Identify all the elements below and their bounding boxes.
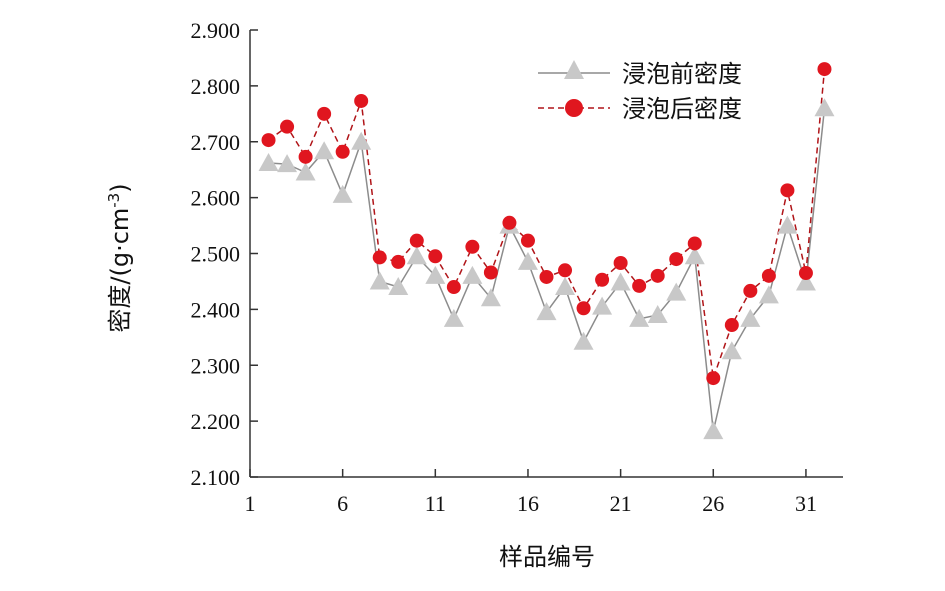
data-point-triangle [684, 246, 705, 265]
data-point-circle [409, 233, 424, 248]
data-point-circle [743, 283, 758, 298]
data-point-circle [558, 263, 573, 278]
data-point-triangle [610, 272, 631, 291]
y-tick-label: 2.500 [191, 242, 241, 267]
x-tick-label: 16 [517, 491, 539, 516]
legend-item-before: 浸泡前密度 [538, 60, 742, 88]
data-point-circle [576, 301, 591, 316]
y-tick-label: 2.200 [191, 409, 241, 434]
y-ticks: 2.100 2.200 2.300 2.400 2.500 2.600 2.700 2.800… [191, 18, 258, 490]
data-point-triangle [462, 265, 483, 284]
data-point-triangle [814, 98, 835, 117]
y-axis-label-superscript: -3 [105, 193, 123, 208]
data-point-circle [465, 239, 480, 254]
data-point-triangle [388, 277, 409, 296]
data-point-circle [502, 215, 517, 230]
y-axis-label-close: ) [106, 183, 134, 192]
data-point-circle [761, 268, 776, 283]
x-tick-label: 11 [425, 491, 446, 516]
axes [249, 30, 843, 478]
y-tick-label: 2.900 [191, 18, 241, 43]
y-axis-label-main: 密度/(g·cm [106, 208, 134, 333]
data-point-circle [632, 278, 647, 293]
legend: 浸泡前密度 浸泡后密度 [538, 60, 742, 123]
data-point-triangle [258, 152, 279, 171]
data-point-triangle [332, 184, 353, 203]
data-point-triangle [573, 331, 594, 350]
data-point-circle [520, 233, 535, 248]
x-tick-label: 26 [702, 491, 724, 516]
y-tick-label: 2.100 [191, 465, 241, 490]
y-tick-label: 2.600 [191, 186, 241, 211]
data-point-triangle [425, 265, 446, 284]
data-point-circle [595, 272, 610, 287]
x-tick-label: 31 [795, 491, 817, 516]
data-point-triangle [555, 277, 576, 296]
data-point-circle [298, 149, 313, 164]
data-point-triangle [536, 302, 557, 321]
legend-label-before: 浸泡前密度 [622, 60, 742, 88]
series-line-before [268, 108, 826, 432]
data-point-circle [428, 249, 443, 264]
data-point-triangle [443, 308, 464, 327]
data-point-triangle [517, 251, 538, 270]
data-point-triangle [777, 215, 798, 234]
legend-item-after: 浸泡后密度 [538, 95, 742, 123]
y-tick-label: 2.400 [191, 297, 241, 322]
data-point-circle [354, 93, 369, 108]
y-tick-label: 2.800 [191, 74, 241, 99]
y-axis-label: 密度/(g·cm-3) [105, 183, 134, 332]
data-point-triangle [277, 154, 298, 173]
y-tick-label: 2.300 [191, 353, 241, 378]
data-point-circle [261, 133, 276, 148]
x-ticks: 1 6 11 16 21 26 31 [245, 469, 817, 516]
data-point-circle [687, 236, 702, 251]
data-point-circle [613, 255, 628, 270]
data-point-circle [798, 266, 813, 281]
data-point-triangle [406, 246, 427, 265]
data-point-circle [317, 106, 332, 121]
series-layer [258, 62, 835, 440]
data-point-triangle [666, 282, 687, 301]
data-point-triangle [314, 141, 335, 160]
data-point-circle [539, 269, 554, 284]
data-point-triangle [629, 308, 650, 327]
data-point-triangle [351, 131, 372, 150]
data-point-circle [817, 62, 832, 77]
data-point-circle [706, 371, 721, 386]
data-point-triangle [795, 272, 816, 291]
legend-circle-marker [565, 99, 583, 117]
data-point-circle [483, 265, 498, 280]
data-point-circle [280, 119, 295, 134]
legend-triangle-marker [564, 60, 584, 79]
x-axis-label: 样品编号 [499, 543, 595, 571]
y-tick-label: 2.700 [191, 130, 241, 155]
data-point-circle [780, 183, 795, 198]
data-point-triangle [703, 421, 724, 440]
data-point-circle [372, 250, 387, 265]
legend-label-after: 浸泡后密度 [622, 95, 742, 123]
data-point-circle [335, 144, 350, 159]
data-point-triangle [721, 341, 742, 360]
data-point-triangle [740, 308, 761, 327]
data-point-triangle [480, 288, 501, 307]
data-point-circle [446, 280, 461, 295]
data-point-triangle [369, 271, 390, 290]
x-tick-label: 6 [337, 491, 348, 516]
data-point-circle [391, 254, 406, 269]
data-point-circle [669, 252, 684, 267]
x-tick-label: 21 [610, 491, 632, 516]
x-tick-label: 1 [245, 491, 256, 516]
data-point-triangle [295, 162, 316, 181]
data-point-triangle [592, 296, 613, 315]
data-point-triangle [758, 285, 779, 304]
data-point-triangle [647, 304, 668, 323]
data-point-circle [650, 268, 665, 283]
data-point-circle [724, 318, 739, 333]
